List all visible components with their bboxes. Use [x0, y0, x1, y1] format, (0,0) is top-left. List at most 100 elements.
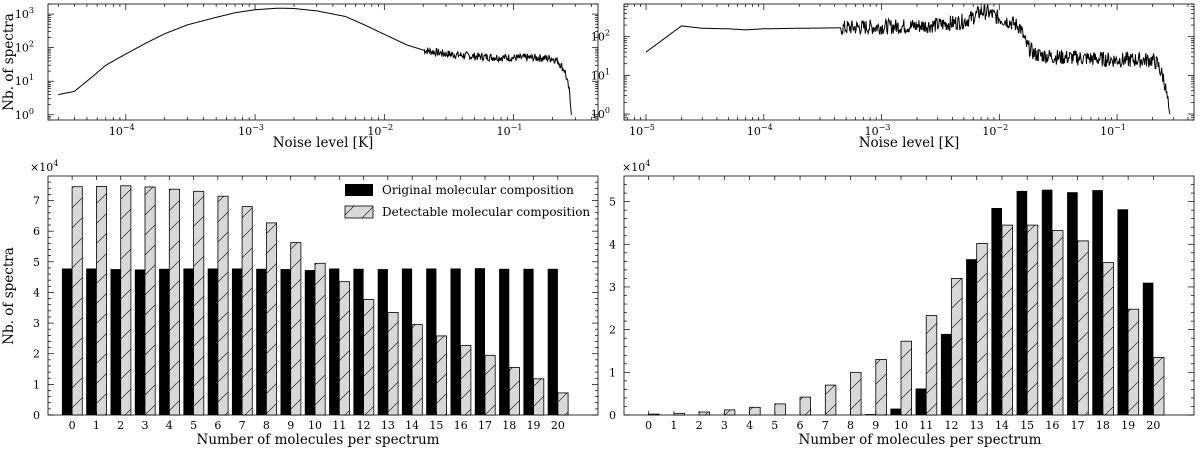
x-axis-label: Noise level [K] — [273, 135, 374, 151]
bar-original-3 — [134, 269, 145, 415]
bar-original-14 — [991, 208, 1002, 415]
bar-detectable-8 — [850, 371, 862, 416]
bar-original-1 — [86, 268, 97, 415]
x-tick-label: 11 — [919, 419, 933, 432]
x-tick-label: 12 — [357, 419, 371, 432]
y-tick-label: 2 — [609, 324, 616, 337]
y-tick-label: 0 — [609, 409, 616, 422]
bar-original-8 — [256, 268, 267, 415]
bar-detectable-20 — [1153, 356, 1165, 416]
x-tick-label: 10 — [894, 419, 908, 432]
x-tick-label: 2 — [117, 419, 124, 432]
bar-detectable-3 — [723, 409, 736, 416]
bar-detectable-7 — [824, 384, 837, 416]
bar-original-16 — [1041, 189, 1053, 415]
x-tick-label: 10−4 — [747, 123, 773, 138]
bar-original-5 — [183, 268, 194, 415]
bar-detectable-15 — [1026, 224, 1039, 416]
y-multiplier: ×104 — [30, 159, 58, 174]
y-tick-label: 6 — [33, 225, 40, 238]
bar-detectable-13 — [387, 311, 399, 416]
x-axis-label: Number of molecules per spectrum — [799, 432, 1042, 448]
bar-detectable-7 — [241, 206, 253, 416]
y-multiplier: ×104 — [622, 159, 650, 174]
bar-detectable-6 — [799, 396, 812, 416]
bar-detectable-14 — [1001, 224, 1014, 416]
x-tick-label: 19 — [527, 419, 541, 432]
bar-original-2 — [110, 269, 121, 415]
bar-original-13 — [966, 259, 977, 415]
bar-detectable-14 — [411, 324, 423, 416]
bar-detectable-11 — [925, 315, 938, 416]
y-tick-label: 100 — [15, 107, 34, 122]
bar-detectable-16 — [1052, 230, 1064, 416]
bar-original-19 — [1117, 209, 1129, 415]
bar-detectable-3 — [144, 186, 156, 416]
bar-original-20 — [547, 268, 558, 415]
bar-original-10 — [890, 408, 901, 415]
bar-detectable-1 — [673, 412, 685, 416]
legend: Original molecular composition Detectabl… — [344, 183, 590, 219]
bar-detectable-4 — [168, 188, 180, 416]
legend-label-detectable: Detectable molecular composition — [382, 205, 590, 219]
x-tick-label: 15 — [1020, 419, 1034, 432]
x-tick-label: 13 — [970, 419, 984, 432]
y-tick-label: 3 — [33, 317, 40, 330]
x-tick-label: 4 — [746, 419, 753, 432]
x-tick-label: 10−3 — [865, 123, 891, 138]
bar-original-19 — [523, 268, 534, 415]
y-tick-label: 101 — [591, 67, 610, 82]
bar-detectable-19 — [533, 378, 545, 416]
bar-original-12 — [353, 268, 364, 415]
x-tick-label: 16 — [1045, 419, 1059, 432]
x-tick-label: 7 — [239, 419, 246, 432]
x-tick-label: 8 — [847, 419, 854, 432]
bar-detectable-13 — [976, 242, 988, 416]
x-tick-label: 14 — [995, 419, 1009, 432]
bar-original-17 — [1067, 192, 1078, 415]
x-tick-label: 0 — [69, 419, 76, 432]
x-tick-label: 10−3 — [238, 123, 264, 138]
bar-detectable-10 — [314, 262, 326, 416]
bar-detectable-0 — [648, 413, 660, 416]
bar-detectable-8 — [265, 222, 277, 416]
x-tick-label: 5 — [190, 419, 197, 432]
x-tick-label: 12 — [944, 419, 958, 432]
y-tick-label: 4 — [609, 238, 616, 251]
bar-detectable-6 — [217, 195, 229, 416]
x-tick-label: 2 — [696, 419, 703, 432]
y-tick-label: 1 — [609, 366, 616, 379]
y-tick-label: 0 — [33, 409, 40, 422]
x-tick-label: 8 — [263, 419, 270, 432]
y-tick-label: 103 — [15, 6, 34, 21]
x-tick-label: 11 — [332, 419, 346, 432]
bar-original-7 — [231, 268, 243, 415]
y-tick-label: 102 — [591, 29, 610, 44]
bar-detectable-17 — [1077, 240, 1089, 416]
bar-original-14 — [401, 268, 413, 415]
x-tick-label: 10−1 — [1100, 123, 1126, 138]
x-tick-label: 17 — [1071, 419, 1085, 432]
x-axis-label: Number of molecules per spectrum — [197, 432, 440, 448]
bar-detectable-16 — [460, 344, 472, 416]
x-tick-label: 10−4 — [109, 123, 135, 138]
x-tick-label: 14 — [405, 419, 419, 432]
x-tick-label: 9 — [287, 419, 294, 432]
bar-detectable-20 — [557, 392, 569, 416]
bar-detectable-18 — [508, 367, 520, 416]
bar-original-4 — [159, 268, 170, 415]
panel-noise-distribution-left: 10−4 10−3 10−2 10−1 100 101 102 103 Noise leve… — [1, 3, 599, 151]
x-tick-label: 20 — [551, 419, 565, 432]
bar-original-11 — [915, 388, 927, 415]
bar-original-11 — [329, 268, 340, 415]
x-tick-label: 20 — [1146, 419, 1160, 432]
x-tick-label: 15 — [429, 419, 443, 432]
bar-detectable-5 — [774, 403, 786, 416]
x-tick-label: 19 — [1121, 419, 1135, 432]
bar-original-17 — [474, 268, 485, 415]
bar-detectable-9 — [875, 359, 887, 416]
x-tick-label: 18 — [502, 419, 516, 432]
y-tick-label: 5 — [33, 256, 40, 269]
x-tick-label: 10−5 — [629, 123, 655, 138]
